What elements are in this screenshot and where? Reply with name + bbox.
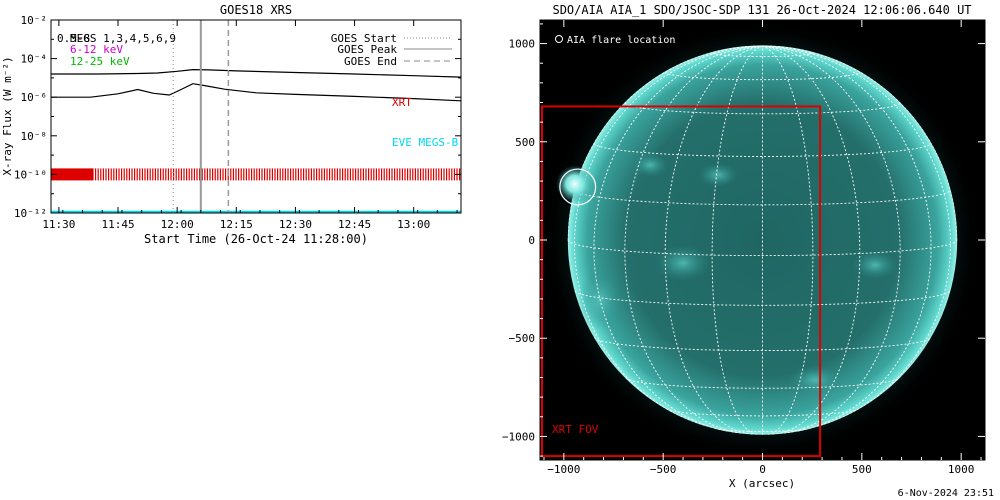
y-tick-label: 10⁻¹² [14, 207, 47, 220]
aia-y-axis: −1000 −500 0 500 1000 [502, 23, 985, 457]
goes-y-axis: 10⁻¹² 10⁻¹⁰ 10⁻⁸ 10⁻⁶ 10⁻⁴ 10⁻² [14, 14, 461, 220]
latitude-line [666, 408, 859, 417]
x-tick-label: 500 [852, 463, 872, 476]
x-tick-label: 12:15 [220, 218, 253, 231]
y-tick-label: −500 [509, 332, 536, 345]
goes-panel: GOES18 XRS 11:30 11:45 12:00 12:15 12:30 12:4… [1, 3, 462, 246]
longitude-line [762, 45, 958, 241]
y-tick-label: 10⁻⁶ [21, 91, 48, 104]
legend-goes-peak: GOES Peak [337, 43, 397, 56]
latitude-line [714, 428, 811, 432]
legend-channel-long: 0.5-8 [57, 32, 90, 45]
legend-goes-end: GOES End [344, 55, 397, 68]
footer-timestamp: 6-Nov-2024 23:51 [898, 488, 994, 499]
active-region [789, 365, 841, 395]
y-tick-label: 1000 [509, 38, 536, 51]
goes-short-channel-line [51, 83, 461, 102]
active-region [632, 153, 668, 177]
aia-flare-location-marker [559, 168, 597, 206]
legend-channel-12-25kev: 12-25 keV [70, 55, 130, 68]
flare-legend-marker [555, 35, 563, 43]
longitude-line [567, 45, 763, 241]
longitude-line [573, 45, 763, 427]
xrt-fov-label: XRT FOV [552, 423, 599, 436]
y-tick-label: 500 [515, 136, 535, 149]
xrt-fov-box [540, 105, 822, 458]
xrt-availability-ticks [51, 168, 461, 181]
longitude-line [762, 45, 814, 435]
longitude-line [762, 45, 901, 434]
xrt-series-label: XRT [392, 96, 412, 109]
longitude-line [711, 45, 763, 435]
x-tick-label: 1000 [948, 463, 975, 476]
y-tick-label: 10⁻² [21, 14, 48, 27]
legend-channel-6-12kev: 6-12 keV [70, 43, 123, 56]
xrt-availability-block [51, 168, 93, 181]
aia-x-axis-label: X (arcsec) [729, 477, 795, 490]
heliographic-grid [567, 45, 958, 435]
active-region [853, 251, 897, 279]
active-region [655, 245, 711, 281]
active-regions [578, 153, 897, 395]
x-tick-label: 12:30 [279, 218, 312, 231]
goes-long-channel-line [51, 68, 461, 78]
legend-goes-start: GOES Start [331, 32, 397, 45]
y-tick-label: 10⁻¹⁰ [14, 168, 47, 181]
eve-series-label: EVE MEGS-B [392, 136, 459, 149]
y-tick-label: 10⁻⁴ [21, 53, 48, 66]
x-tick-label: 12:00 [161, 218, 194, 231]
x-tick-label: 11:45 [101, 218, 134, 231]
aia-image [540, 21, 981, 459]
goes-x-axis: 11:30 11:45 12:00 12:15 12:30 12:45 13:00 [42, 20, 458, 231]
latitude-line [625, 378, 900, 389]
latitude-line [593, 142, 932, 157]
aia-x-axis: −1000 −500 0 500 1000 [543, 20, 982, 476]
y-tick-label: 10⁻⁸ [21, 130, 48, 143]
aia-title: SDO/AIA AIA_1 SDO/JSOC-SDP 131 26-Oct-20… [552, 3, 971, 17]
x-tick-label: 12:45 [338, 218, 371, 231]
y-tick-label: 0 [528, 234, 535, 247]
goes-title: GOES18 XRS [220, 3, 292, 17]
x-tick-label: 0 [759, 463, 766, 476]
legend-channel-megs: MEGS 1,3,4,5,6,9 [70, 32, 176, 45]
longitude-line [762, 45, 952, 427]
y-tick-label: −1000 [502, 430, 535, 443]
goes-legend-left: 0.5-8 MEGS 1,3,4,5,6,9 6-12 keV 12-25 ke… [57, 32, 176, 68]
goes-x-axis-label: Start Time (26-Oct-24 11:28:00) [144, 232, 368, 246]
flare-brightening [555, 165, 594, 203]
goes-legend-right: GOES Start GOES Peak GOES End [331, 32, 452, 68]
longitude-line [624, 45, 763, 434]
solar-disk [567, 45, 958, 435]
flare-legend-label: AIA flare location [567, 35, 675, 46]
active-region [698, 163, 738, 187]
goes-y-axis-label: X-ray Flux (W m⁻²) [1, 56, 14, 175]
goes-series-layer [51, 20, 461, 213]
x-tick-label: 11:30 [42, 218, 75, 231]
aia-panel: SDO/AIA AIA_1 SDO/JSOC-SDP 131 26-Oct-20… [502, 3, 994, 499]
x-tick-label: −500 [650, 463, 677, 476]
x-tick-label: −1000 [547, 463, 580, 476]
x-tick-label: 13:00 [397, 218, 430, 231]
